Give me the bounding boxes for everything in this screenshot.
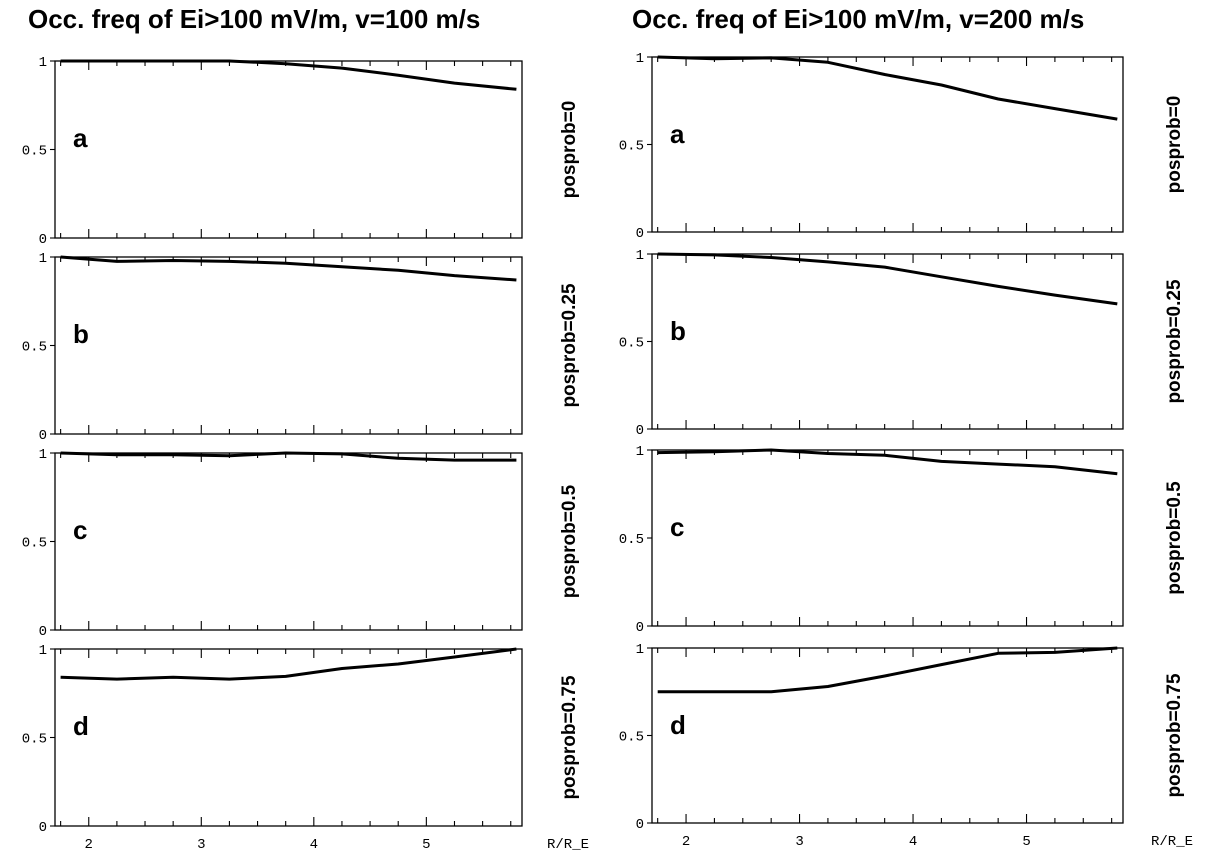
chart1-xtick-label: 5 — [422, 837, 430, 853]
chart1-xtick-label: 3 — [197, 837, 205, 853]
chart2-xtick-label: 4 — [909, 834, 917, 850]
chart1-panel-c-frame — [54, 452, 523, 631]
chart2-panel-c-ytick-label: 1 — [636, 444, 644, 460]
chart1-panel-a-ytick-label: 0.5 — [22, 144, 47, 160]
chart2-panel-c-letter: c — [670, 512, 684, 542]
chart2-panel-c-side-label: posprob=0.5 — [1164, 481, 1185, 595]
chart2-panel-c-ytick-label: 0.5 — [619, 532, 644, 548]
right-column-title: Occ. freq of Ei>100 mV/m, v=200 m/s — [632, 4, 1085, 34]
chart2-panel-b-letter: b — [670, 316, 686, 346]
chart2-panel-c-frame — [651, 449, 1124, 627]
chart1-xtick-label: 4 — [310, 837, 318, 853]
chart2-panel-a-ytick-label: 0.5 — [619, 139, 644, 155]
chart2-panel-d-series-line — [657, 646, 1118, 694]
chart1-panel-d-ytick-label: 0 — [39, 820, 47, 836]
chart1-panel-d-ytick-label: 1 — [39, 643, 47, 659]
chart2-panel-a-letter: a — [670, 119, 685, 149]
chart1-panel-b-frame — [54, 256, 523, 435]
chart2-xtick-label: 5 — [1022, 834, 1030, 850]
chart1-panel-b-series-line — [60, 255, 517, 282]
chart1-panel-c-letter: c — [73, 515, 87, 545]
chart1-panel-c-ytick-label: 1 — [39, 447, 47, 463]
chart1-panel-d-ytick-label: 0.5 — [22, 732, 47, 748]
chart2-panel-c-series-line — [657, 448, 1118, 476]
chart2-panel-a-ytick-label: 1 — [636, 51, 644, 67]
chart2-panel-b-series-line — [657, 252, 1118, 306]
chart2-panel-c-ytick-label: 0 — [636, 620, 644, 636]
chart2-panel-d-ytick-label: 0 — [636, 817, 644, 833]
chart2-panel-b-ytick-label: 0 — [636, 423, 644, 439]
chart2-panel-d-ytick-label: 1 — [636, 642, 644, 658]
chart1-panel-a-ytick-label: 1 — [39, 55, 47, 71]
chart1-panel-b-ytick-label: 0.5 — [22, 340, 47, 356]
chart2-panel-a-frame — [651, 56, 1124, 233]
chart1-panel-a-side-label: posprob=0 — [559, 101, 580, 199]
chart2-panel-a-series-line — [657, 55, 1118, 121]
chart2-xtick-label: 2 — [682, 834, 690, 850]
chart2-xlabel: R/R_E — [1151, 834, 1193, 850]
chart2-panel-d-letter: d — [670, 710, 686, 740]
chart2-panel-b-ytick-label: 1 — [636, 248, 644, 264]
chart1-panel-b-ytick-label: 1 — [39, 251, 47, 267]
chart1-panel-c-side-label: posprob=0.5 — [559, 484, 580, 598]
chart1-panel-a-letter: a — [73, 123, 88, 153]
chart2-panel-d-ytick-label: 0.5 — [619, 730, 644, 746]
chart1-panel-a-ytick-label: 0 — [39, 232, 47, 248]
chart2-panel-a-side-label: posprob=0 — [1164, 96, 1185, 194]
chart1-panel-c-series-line — [60, 451, 517, 462]
chart1-panel-d-side-label: posprob=0.75 — [559, 675, 580, 799]
chart2-panel-a-ytick-label: 0 — [636, 226, 644, 242]
chart1-panel-d-letter: d — [73, 711, 89, 741]
chart2-panel-b-frame — [651, 253, 1124, 430]
left-column-title: Occ. freq of Ei>100 mV/m, v=100 m/s — [28, 4, 481, 34]
chart1-panel-b-ytick-label: 0 — [39, 428, 47, 444]
chart2-panel-b-ytick-label: 0.5 — [619, 336, 644, 352]
chart1-panel-a-frame — [54, 60, 523, 239]
chart1-panel-d-series-line — [60, 647, 517, 681]
chart1-panel-c-ytick-label: 0.5 — [22, 536, 47, 552]
chart1-xtick-label: 2 — [85, 837, 93, 853]
chart2-panel-d-side-label: posprob=0.75 — [1164, 673, 1185, 797]
chart1-panel-b-side-label: posprob=0.25 — [559, 283, 580, 407]
chart2-xtick-label: 3 — [795, 834, 803, 850]
chart2-panel-b-side-label: posprob=0.25 — [1164, 279, 1185, 403]
chart1-panel-c-ytick-label: 0 — [39, 624, 47, 640]
chart1-panel-a-series-line — [60, 59, 517, 91]
chart1-xlabel: R/R_E — [547, 837, 589, 853]
chart1-panel-b-letter: b — [73, 319, 89, 349]
